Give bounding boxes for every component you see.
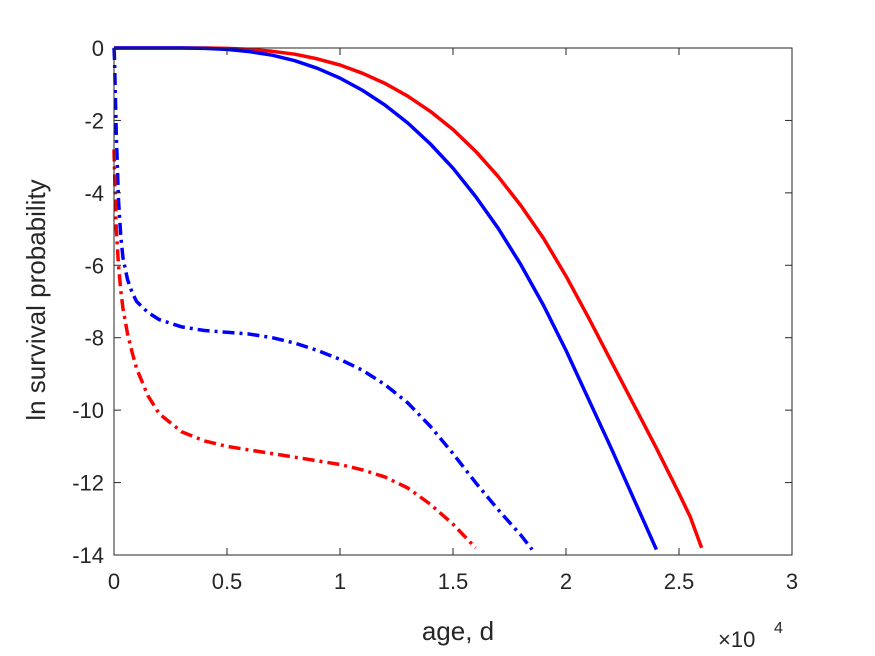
x-exponent-power: 4 <box>774 620 783 637</box>
y-tick-label: -12 <box>72 471 104 496</box>
y-tick-label: -2 <box>84 108 104 133</box>
x-exponent-base: ×10 <box>718 627 755 652</box>
y-axis-label: ln survival probability <box>21 179 51 420</box>
x-tick-label: 2 <box>560 569 572 594</box>
x-axis-label: age, d <box>422 616 494 646</box>
y-tick-label: -14 <box>72 543 104 568</box>
y-tick-label: -10 <box>72 398 104 423</box>
y-tick-label: -8 <box>84 326 104 351</box>
x-tick-label: 2.5 <box>664 569 695 594</box>
x-tick-label: 3 <box>786 569 798 594</box>
axis-ticks: 0 0.5 1 1.5 2 2.5 3 0 -2 -4 -6 -8 -10 -12 -14 <box>72 36 798 594</box>
x-tick-label: 1.5 <box>438 569 469 594</box>
x-tick-label: 1 <box>334 569 346 594</box>
x-tick-label: 0 <box>108 569 120 594</box>
series-line-3 <box>112 47 534 551</box>
x-exponent: ×10 4 <box>718 620 783 652</box>
series-line-2 <box>114 46 658 551</box>
x-tick-label: 0.5 <box>212 569 243 594</box>
y-tick-label: -4 <box>84 181 104 206</box>
y-tick-label: 0 <box>92 36 104 61</box>
y-tick-label: -6 <box>84 253 104 278</box>
series-line-4 <box>112 149 477 550</box>
